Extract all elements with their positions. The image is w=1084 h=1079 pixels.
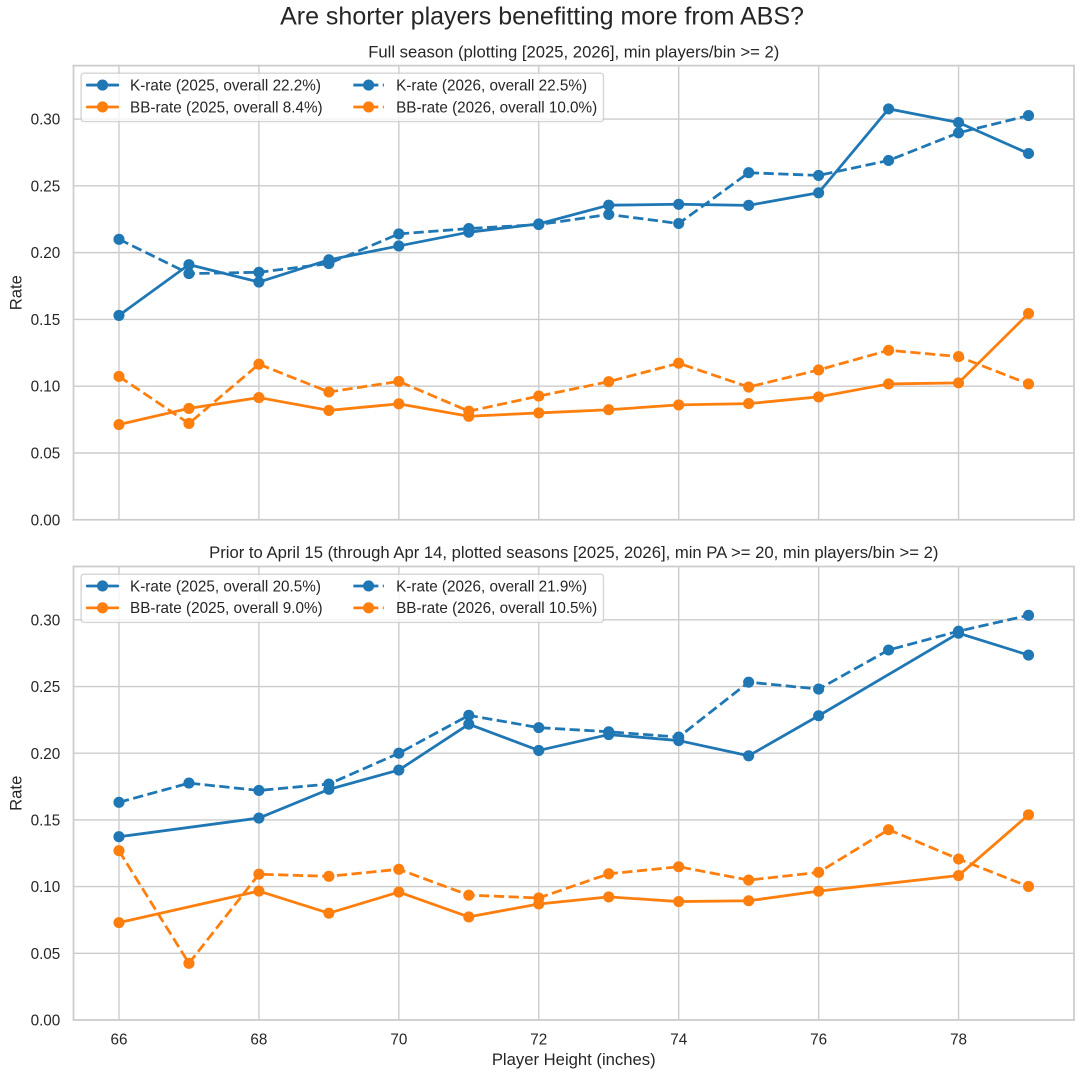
svg-text:Are shorter players benefittin: Are shorter players benefitting more fro… bbox=[280, 3, 804, 31]
svg-text:BB-rate (2026, overall 10.0%): BB-rate (2026, overall 10.0%) bbox=[396, 99, 597, 116]
svg-text:0.30: 0.30 bbox=[31, 612, 61, 629]
svg-text:0.20: 0.20 bbox=[31, 746, 61, 763]
svg-text:0.25: 0.25 bbox=[31, 679, 61, 696]
svg-text:0.10: 0.10 bbox=[31, 379, 61, 396]
svg-text:Prior to April 15 (through Apr: Prior to April 15 (through Apr 14, plott… bbox=[209, 543, 938, 562]
svg-text:0.25: 0.25 bbox=[31, 178, 61, 195]
svg-text:Player Height (inches): Player Height (inches) bbox=[492, 1050, 656, 1069]
svg-text:Rate: Rate bbox=[7, 776, 26, 811]
svg-text:0.05: 0.05 bbox=[31, 446, 61, 463]
svg-text:0.00: 0.00 bbox=[31, 1013, 61, 1030]
svg-text:76: 76 bbox=[810, 1031, 827, 1048]
svg-text:BB-rate (2026, overall 10.5%): BB-rate (2026, overall 10.5%) bbox=[396, 600, 597, 617]
svg-text:K-rate (2025, overall 20.5%): K-rate (2025, overall 20.5%) bbox=[130, 578, 321, 595]
svg-text:K-rate (2026, overall 22.5%): K-rate (2026, overall 22.5%) bbox=[396, 77, 587, 94]
svg-text:70: 70 bbox=[390, 1031, 407, 1048]
svg-text:0.10: 0.10 bbox=[31, 879, 61, 896]
svg-text:72: 72 bbox=[530, 1031, 547, 1048]
svg-text:0.20: 0.20 bbox=[31, 245, 61, 262]
svg-text:BB-rate (2025, overall 9.0%): BB-rate (2025, overall 9.0%) bbox=[130, 600, 323, 617]
svg-text:74: 74 bbox=[670, 1031, 687, 1048]
svg-text:78: 78 bbox=[950, 1031, 967, 1048]
svg-text:K-rate (2026, overall 21.9%): K-rate (2026, overall 21.9%) bbox=[396, 578, 587, 595]
svg-text:0.30: 0.30 bbox=[31, 112, 61, 129]
svg-text:0.15: 0.15 bbox=[31, 312, 61, 329]
svg-text:Rate: Rate bbox=[7, 275, 26, 310]
svg-text:0.00: 0.00 bbox=[31, 512, 61, 529]
svg-text:BB-rate (2025, overall 8.4%): BB-rate (2025, overall 8.4%) bbox=[130, 99, 323, 116]
svg-text:0.15: 0.15 bbox=[31, 812, 61, 829]
svg-text:66: 66 bbox=[110, 1031, 127, 1048]
svg-text:68: 68 bbox=[250, 1031, 267, 1048]
svg-text:K-rate (2025, overall 22.2%): K-rate (2025, overall 22.2%) bbox=[130, 77, 321, 94]
svg-text:Full season (plotting [2025, 2: Full season (plotting [2025, 2026], min … bbox=[368, 42, 779, 61]
svg-text:0.05: 0.05 bbox=[31, 946, 61, 963]
